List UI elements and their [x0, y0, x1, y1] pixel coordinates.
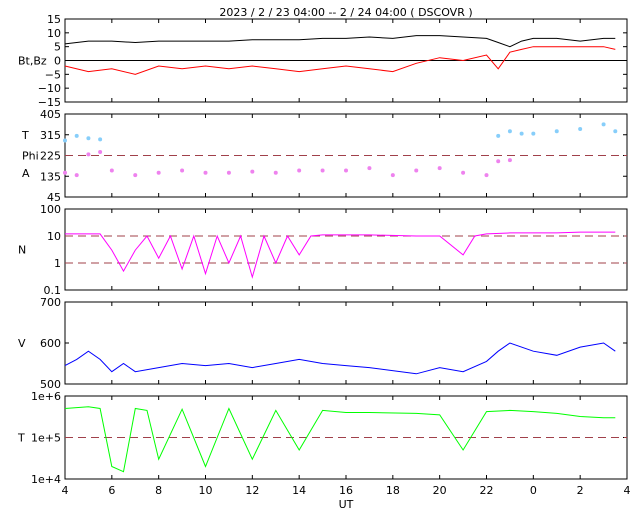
point-a [133, 173, 137, 177]
x-tick-label: 16 [339, 484, 353, 497]
x-tick-label: 6 [108, 484, 115, 497]
point-a [98, 150, 102, 154]
point-t [75, 134, 79, 138]
point-t [520, 132, 524, 136]
y-axis-label-phi: Phi [22, 150, 39, 163]
point-a [321, 168, 325, 172]
y-tick-label: 600 [40, 337, 61, 350]
x-tick-label: 0 [530, 484, 537, 497]
point-a [180, 168, 184, 172]
x-tick-label: 14 [292, 484, 306, 497]
speed-line [65, 343, 615, 374]
point-a [485, 173, 489, 177]
point-t [613, 129, 617, 133]
y-tick-label: −5 [45, 68, 61, 81]
point-a [414, 168, 418, 172]
point-a [496, 159, 500, 163]
y-tick-label: 315 [40, 129, 61, 142]
point-a [157, 171, 161, 175]
x-tick-label: 10 [199, 484, 213, 497]
y-tick-label: 5 [54, 41, 61, 54]
point-a [508, 158, 512, 162]
panel-frame [65, 209, 627, 290]
point-a [297, 168, 301, 172]
x-tick-label: 4 [62, 484, 69, 497]
x-tick-label: 22 [480, 484, 494, 497]
point-a [461, 171, 465, 175]
panel-temperature: 1e+6 1e+5 1e+4 T [17, 390, 627, 486]
chart-title: 2023 / 2 / 23 04:00 -- 2 / 24 04:00 ( DS… [219, 6, 472, 19]
y-tick-label: 405 [40, 108, 61, 121]
point-t [86, 136, 90, 140]
point-t [602, 122, 606, 126]
y-tick-label: 10 [47, 230, 61, 243]
point-a [110, 168, 114, 172]
point-t [63, 139, 67, 143]
point-t [531, 132, 535, 136]
point-a [391, 173, 395, 177]
y-axis-label-t: T [21, 129, 29, 142]
temperature-line [65, 407, 615, 472]
point-a [344, 168, 348, 172]
y-axis-label: V [18, 337, 26, 350]
point-a [227, 171, 231, 175]
point-a [75, 173, 79, 177]
x-tick-label: 8 [155, 484, 162, 497]
density-line [65, 232, 615, 277]
y-tick-label: 15 [47, 13, 61, 26]
y-tick-label: 700 [40, 296, 61, 309]
point-t [578, 127, 582, 131]
point-a [274, 171, 278, 175]
x-tick-label: 2 [577, 484, 584, 497]
point-t [496, 134, 500, 138]
x-tick-label: 18 [386, 484, 400, 497]
y-tick-label: 135 [40, 170, 61, 183]
y-axis-label: N [18, 244, 26, 257]
y-tick-label: −10 [38, 82, 61, 95]
point-a [63, 171, 67, 175]
x-axis-label: UT [339, 498, 354, 511]
x-tick-label: 20 [433, 484, 447, 497]
x-tick-label: 12 [245, 484, 259, 497]
point-t [98, 137, 102, 141]
y-tick-label: 10 [47, 27, 61, 40]
panel-frame [65, 302, 627, 384]
y-axis-label: T [17, 432, 25, 445]
point-a [86, 152, 90, 156]
y-tick-label: 0 [54, 55, 61, 68]
y-tick-label: 1e+5 [31, 432, 61, 445]
point-t [555, 129, 559, 133]
series-bt-line [65, 36, 615, 47]
point-a [438, 166, 442, 170]
y-tick-label: 1e+6 [31, 390, 61, 403]
y-tick-label: 100 [40, 203, 61, 216]
point-a [204, 171, 208, 175]
x-tick-label: 4 [624, 484, 631, 497]
y-axis-label: Bt,Bz [18, 55, 47, 68]
y-tick-label: 1e+4 [31, 473, 61, 486]
point-a [367, 166, 371, 170]
point-t [508, 129, 512, 133]
y-axis-label-a: A [22, 167, 30, 180]
y-tick-label: 225 [40, 150, 61, 163]
y-tick-label: 1 [54, 257, 61, 270]
point-a [250, 170, 254, 174]
